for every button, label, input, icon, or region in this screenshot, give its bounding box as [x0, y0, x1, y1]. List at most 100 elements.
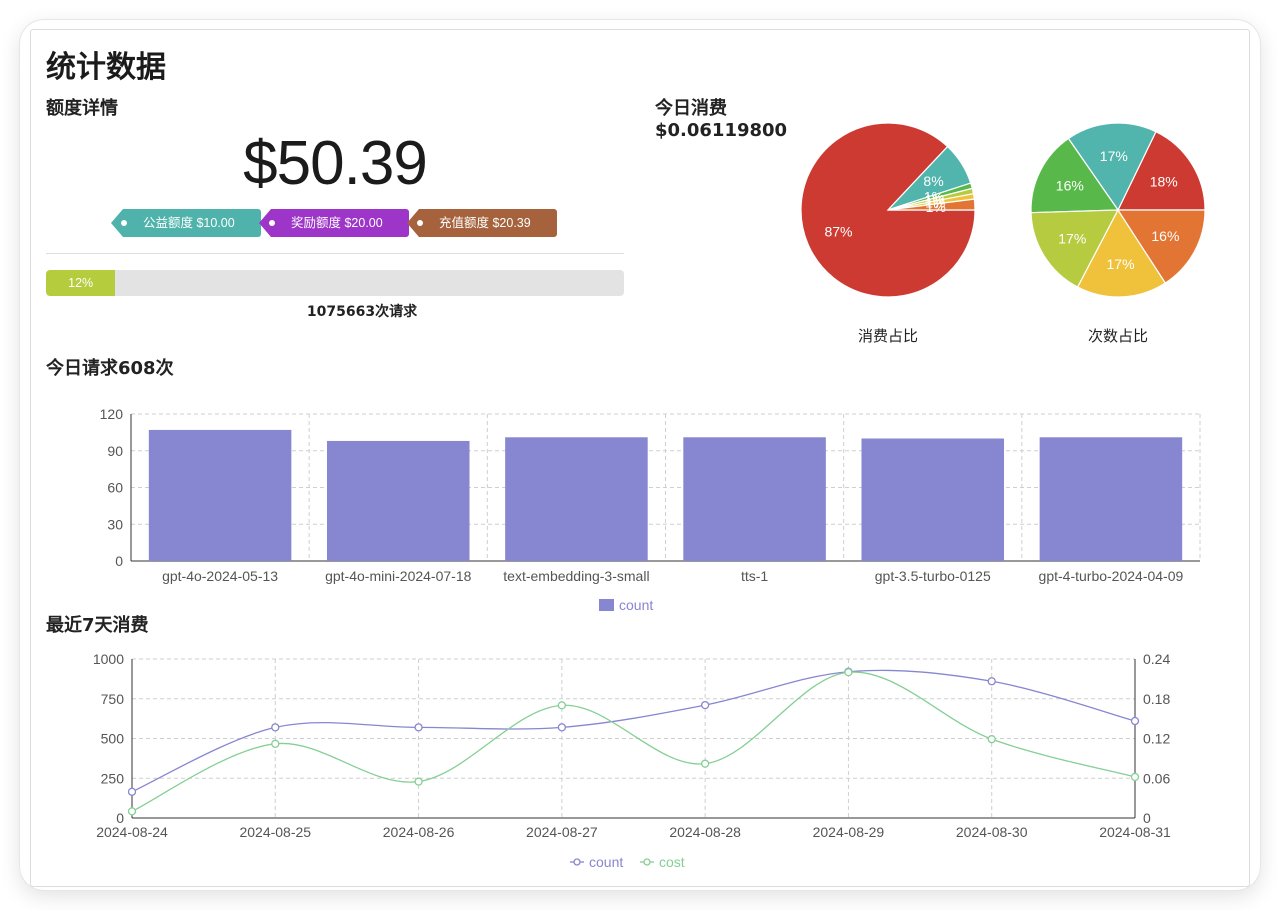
bar	[861, 438, 1005, 561]
bar-x-tick-label: gpt-4o-2024-05-13	[162, 568, 278, 584]
count-pie-slice	[1116, 209, 1206, 284]
bar-y-tick-label: 90	[107, 443, 123, 459]
today-requests-heading: 今日请求608次	[46, 358, 174, 379]
bar-x-tick-label: tts-1	[741, 568, 768, 584]
line-y-right-tick-label: 0.18	[1143, 691, 1170, 707]
quota-heading: 额度详情	[46, 98, 118, 119]
line-y-right-tick-label: 0.06	[1143, 770, 1170, 786]
cost-pie-chart: 87%8%1%1%1%1%	[800, 122, 976, 298]
line-x-tick-label: 2024-08-31	[1099, 824, 1171, 840]
cost-pie-slice-label: 8%	[923, 173, 943, 189]
quota-progress-bar: 12%	[46, 270, 624, 296]
count-pie-caption: 次数占比	[1087, 327, 1148, 345]
series-point-cost	[987, 735, 996, 744]
legend-label: count	[589, 854, 623, 870]
bar-x-tick-label: gpt-4o-mini-2024-07-18	[325, 568, 472, 584]
bar-y-tick-label: 120	[100, 406, 124, 422]
recent-cost-heading: 最近7天消费	[46, 615, 149, 636]
tag-label: 充值额度 $20.39	[439, 216, 531, 230]
series-point-cost	[1130, 772, 1140, 782]
line-x-tick-label: 2024-08-27	[526, 824, 598, 840]
progress-fill: 12%	[46, 270, 116, 296]
series-point-count	[700, 700, 710, 710]
today-cost-heading: 今日消费	[655, 98, 727, 119]
bar	[326, 440, 470, 561]
count-pie-slice-label: 18%	[1150, 173, 1178, 189]
bar-y-tick-label: 30	[107, 516, 123, 532]
series-line-count	[131, 669, 1136, 793]
line-x-tick-label: 2024-08-29	[813, 824, 885, 840]
line-y-right-tick-label: 0	[1143, 810, 1151, 826]
series-point-cost	[844, 668, 853, 677]
free-quota-tag: 公益额度 $10.00	[111, 209, 261, 237]
page-title: 统计数据	[46, 50, 166, 85]
count-pie-slice	[1067, 122, 1157, 212]
count-pie-slice	[1030, 209, 1120, 288]
cost-pie-slice	[887, 198, 976, 211]
requests-bar-chart: 0 30 60 90 120 gpt-4o-2024-05-13 gpt-4o-mini-2…	[100, 406, 1201, 613]
bar-x-tick-label: gpt-4-turbo-2024-04-09	[1039, 568, 1184, 584]
legend-marker	[643, 858, 651, 866]
series-point-count	[271, 723, 280, 732]
series-point-cost	[127, 807, 137, 816]
bar	[148, 429, 292, 561]
cost-pie-slice-label: 87%	[824, 223, 852, 239]
series-point-cost	[271, 739, 280, 748]
legend-label: count	[619, 597, 653, 613]
series-point-cost	[557, 701, 567, 710]
count-pie-slice-label: 17%	[1107, 256, 1135, 272]
legend-marker	[573, 858, 581, 866]
series-point-cost	[414, 777, 423, 786]
tag-label: 奖励额度 $20.00	[291, 216, 383, 230]
count-pie-chart: 18% 17% 16% 17% 17% 16%	[1030, 122, 1206, 298]
line-y-left-tick-label: 0	[116, 810, 124, 826]
total-requests: 1075663次请求	[306, 304, 418, 320]
count-pie-slice	[1117, 130, 1206, 211]
recent-line-chart: 0 250 500 750 1000 0 0.06 0.12 0.18 0.24 2024-08-2…	[93, 651, 1171, 870]
series-point-count	[1130, 716, 1140, 726]
series-point-count	[557, 723, 567, 732]
cost-pie-caption: 消费占比	[857, 327, 918, 345]
count-pie-slice	[1030, 137, 1120, 214]
today-cost-amount: $0.06119800	[655, 120, 788, 141]
line-y-left-tick-label: 750	[101, 691, 125, 707]
line-x-tick-label: 2024-08-30	[956, 824, 1028, 840]
bar-y-tick-label: 0	[115, 553, 123, 569]
bar-x-tick-label: gpt-3.5-turbo-0125	[875, 568, 991, 584]
cost-pie-slice-label: 1%	[925, 192, 945, 208]
reward-quota-tag: 奖励额度 $20.00	[259, 209, 409, 237]
count-pie-slice-label: 17%	[1100, 148, 1128, 164]
divider	[46, 253, 624, 254]
recharge-quota-tag: 充值额度 $20.39	[407, 209, 557, 237]
series-point-count	[127, 787, 137, 796]
cost-pie-slice-label: 1%	[925, 195, 945, 211]
legend-swatch	[599, 599, 614, 611]
balance-amount: $50.39	[243, 129, 428, 198]
bar-y-tick-label: 60	[107, 480, 123, 496]
count-pie-slice	[1076, 208, 1167, 298]
line-x-tick-label: 2024-08-25	[239, 824, 311, 840]
bar	[683, 437, 826, 561]
line-y-left-tick-label: 500	[101, 731, 125, 747]
line-x-tick-label: 2024-08-24	[96, 824, 168, 840]
bar	[1039, 437, 1183, 561]
line-y-left-tick-label: 1000	[93, 651, 124, 667]
series-point-count	[987, 677, 996, 686]
series-point-count	[414, 723, 423, 732]
legend-label: cost	[659, 854, 685, 870]
line-y-right-tick-label: 0.12	[1143, 731, 1170, 747]
count-pie-slice-label: 16%	[1056, 178, 1084, 194]
cost-pie-slice-label: 1%	[924, 189, 944, 205]
series-line-cost	[131, 671, 1136, 812]
line-x-tick-label: 2024-08-28	[669, 824, 741, 840]
cost-pie-slice-label: 1%	[926, 199, 946, 215]
count-pie-slice-label: 17%	[1058, 231, 1086, 247]
count-pie-slice-label: 16%	[1151, 228, 1179, 244]
tag-label: 公益额度 $10.00	[143, 216, 235, 230]
bar	[505, 437, 648, 561]
line-x-tick-label: 2024-08-26	[383, 824, 455, 840]
line-y-left-tick-label: 250	[101, 770, 125, 786]
line-y-right-tick-label: 0.24	[1143, 651, 1170, 667]
bar-x-tick-label: text-embedding-3-small	[503, 568, 649, 584]
series-point-cost	[700, 759, 710, 768]
